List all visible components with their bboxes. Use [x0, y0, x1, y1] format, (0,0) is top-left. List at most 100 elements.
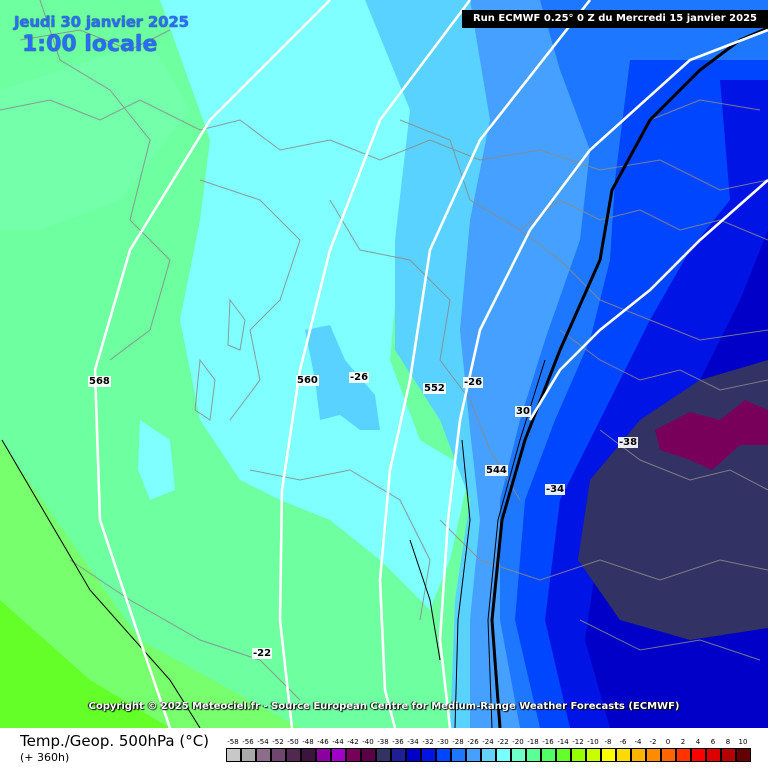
scale-tick-label: 10	[738, 738, 748, 746]
scale-tick-label: -8	[604, 738, 612, 746]
scale-tick-label: 6	[710, 738, 716, 746]
scale-swatch	[331, 748, 346, 762]
scale-swatch	[601, 748, 616, 762]
contour-552	[378, 0, 592, 728]
scale-swatch	[496, 748, 511, 762]
scale-tick-label: -54	[257, 738, 269, 746]
scale-tick-label: -30	[437, 738, 449, 746]
scale-tick-label: -14	[557, 738, 569, 746]
scale-swatch	[376, 748, 391, 762]
scale-swatch	[541, 748, 556, 762]
scale-tick-label: -10	[587, 738, 599, 746]
temp-field-warm-sw	[0, 440, 300, 728]
geopotential-label-544: 544	[485, 465, 508, 476]
temp-field-cyan-sw	[138, 420, 175, 500]
scale-swatch	[511, 748, 526, 762]
scale-tick-label: 0	[665, 738, 671, 746]
scale-swatch	[721, 748, 736, 762]
scale-tick-label: -32	[422, 738, 434, 746]
geopotential-label-560: 560	[296, 375, 319, 386]
scale-tick-label: -2	[649, 738, 657, 746]
scale-swatch	[421, 748, 436, 762]
lead-time: (+ 360h)	[20, 751, 70, 764]
scale-swatch	[631, 748, 646, 762]
copyright-notice: Copyright © 2025 Meteociel.fr - Source E…	[88, 701, 680, 712]
temp-field-m40	[655, 400, 768, 470]
scale-swatch	[256, 748, 271, 762]
scale-swatch	[346, 748, 361, 762]
scale-tick-label: -44	[332, 738, 344, 746]
geopotential-contours	[93, 0, 768, 728]
contour-544	[438, 28, 768, 728]
country-borders	[0, 0, 768, 701]
scale-swatch	[676, 748, 691, 762]
scale-tick-label: -4	[634, 738, 642, 746]
weather-map: Jeudi 30 janvier 2025 1:00 locale Run EC…	[0, 0, 768, 728]
scale-tick-label: 8	[725, 738, 731, 746]
scale-swatch	[241, 748, 256, 762]
isotherm-m30-bold	[490, 26, 768, 728]
temperature-label-m30: 30	[515, 406, 531, 417]
scale-swatch	[406, 748, 421, 762]
temperature-label-m34: -34	[545, 484, 566, 495]
temperature-label-m22: -22	[252, 648, 273, 659]
scale-tick-label: -16	[542, 738, 554, 746]
scale-tick-label: -6	[619, 738, 627, 746]
scale-swatch	[361, 748, 376, 762]
scale-tick-label: -38	[377, 738, 389, 746]
scale-swatch	[526, 748, 541, 762]
contour-568	[93, 0, 331, 728]
scale-tick-label: -40	[362, 738, 374, 746]
contour-560	[278, 0, 472, 728]
scale-swatch	[226, 748, 241, 762]
scale-swatch	[391, 748, 406, 762]
temperature-label-m26-a: -26	[349, 372, 370, 383]
scale-swatch	[556, 748, 571, 762]
temp-field-m26-blob	[305, 325, 380, 430]
scale-tick-label: -28	[452, 738, 464, 746]
scale-tick-label: -24	[482, 738, 494, 746]
scale-swatch	[706, 748, 721, 762]
map-canvas	[0, 0, 768, 728]
scale-tick-label: -48	[302, 738, 314, 746]
temperature-label-m38: -38	[618, 437, 639, 448]
scale-swatch	[691, 748, 706, 762]
scale-swatch	[616, 748, 631, 762]
scale-swatch	[646, 748, 661, 762]
temperature-label-m26-b: -26	[463, 377, 484, 388]
scale-tick-label: -58	[227, 738, 239, 746]
scale-swatch	[301, 748, 316, 762]
geopotential-label-568: 568	[88, 376, 111, 387]
scale-tick-label: -42	[347, 738, 359, 746]
scale-tick-label: -12	[572, 738, 584, 746]
temp-field-nw-band	[0, 40, 190, 230]
scale-tick-label: -56	[242, 738, 254, 746]
scale-tick-label: -36	[392, 738, 404, 746]
scale-swatch	[661, 748, 676, 762]
scale-swatch	[571, 748, 586, 762]
geopotential-label-552: 552	[423, 383, 446, 394]
scale-swatch	[436, 748, 451, 762]
scale-tick-label: -22	[497, 738, 509, 746]
scale-swatch	[316, 748, 331, 762]
scale-tick-label: -18	[527, 738, 539, 746]
scale-tick-label: -20	[512, 738, 524, 746]
scale-tick-label: -34	[407, 738, 419, 746]
temp-field-warmer-sw	[0, 600, 170, 728]
scale-tick-label: -46	[317, 738, 329, 746]
legend-footer: Temp./Geop. 500hPa (°C) (+ 360h) -58 -56-…	[0, 728, 768, 768]
scale-swatch	[586, 748, 601, 762]
scale-swatch	[736, 748, 751, 762]
scale-swatch	[271, 748, 286, 762]
scale-tick-label: -26	[467, 738, 479, 746]
scale-tick-label: 4	[695, 738, 701, 746]
scale-tick-label: -50	[287, 738, 299, 746]
contour-536	[528, 179, 768, 421]
forecast-date: Jeudi 30 janvier 2025	[14, 13, 189, 31]
scale-swatch	[451, 748, 466, 762]
scale-swatch	[466, 748, 481, 762]
run-banner: Run ECMWF 0.25° 0 Z du Mercredi 15 janvi…	[462, 10, 768, 28]
legend-title: Temp./Geop. 500hPa (°C)	[20, 732, 210, 750]
scale-swatch	[481, 748, 496, 762]
scale-tick-label: 2	[680, 738, 686, 746]
